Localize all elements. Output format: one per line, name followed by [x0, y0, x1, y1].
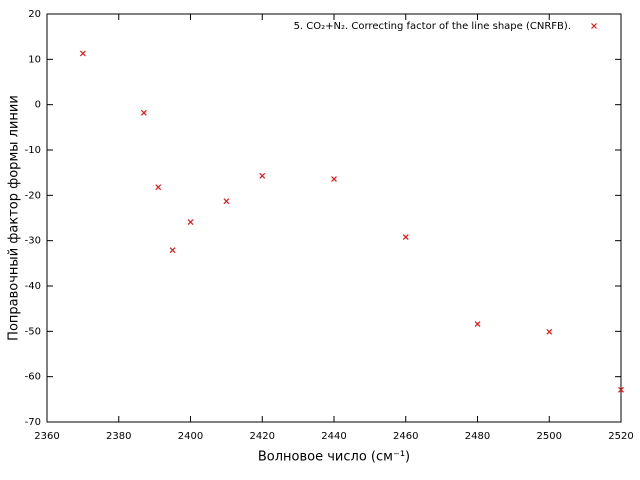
x-tick-label: 2380 [106, 431, 131, 442]
y-tick-label: 10 [28, 54, 41, 65]
y-tick-label: -40 [25, 281, 41, 292]
legend-label: 5. CO₂+N₂. Correcting factor of the line… [294, 21, 571, 32]
y-tick-label: -30 [25, 236, 41, 247]
x-tick-label: 2480 [465, 431, 490, 442]
legend-marker [591, 23, 597, 29]
y-tick-label: 20 [28, 9, 41, 20]
x-tick-label: 2360 [34, 431, 59, 442]
x-tick-label: 2440 [321, 431, 346, 442]
y-tick-label: -50 [25, 326, 41, 337]
y-tick-label: -60 [25, 372, 41, 383]
y-tick-label: -10 [25, 145, 41, 156]
x-tick-label: 2460 [393, 431, 418, 442]
y-tick-label: -20 [25, 190, 41, 201]
point [618, 386, 624, 393]
x-tick-label: 2520 [608, 431, 633, 442]
point [474, 321, 481, 328]
x-tick-label: 2420 [250, 431, 275, 442]
y-tick-label: 0 [35, 100, 41, 111]
x-axis-label: Волновое число (см⁻¹) [258, 450, 410, 465]
y-axis-label: Поправочный фактор формы линии [7, 95, 22, 341]
point [169, 247, 176, 254]
point [259, 172, 266, 179]
y-tick-label: -70 [25, 417, 41, 428]
point [140, 109, 147, 116]
point [79, 50, 86, 57]
point [223, 198, 230, 205]
point [402, 234, 409, 240]
x-tick-label: 2400 [178, 431, 203, 442]
point [155, 184, 162, 191]
point [187, 219, 194, 226]
x-tick-label: 2500 [537, 431, 562, 442]
point [331, 176, 337, 182]
point [546, 328, 553, 335]
